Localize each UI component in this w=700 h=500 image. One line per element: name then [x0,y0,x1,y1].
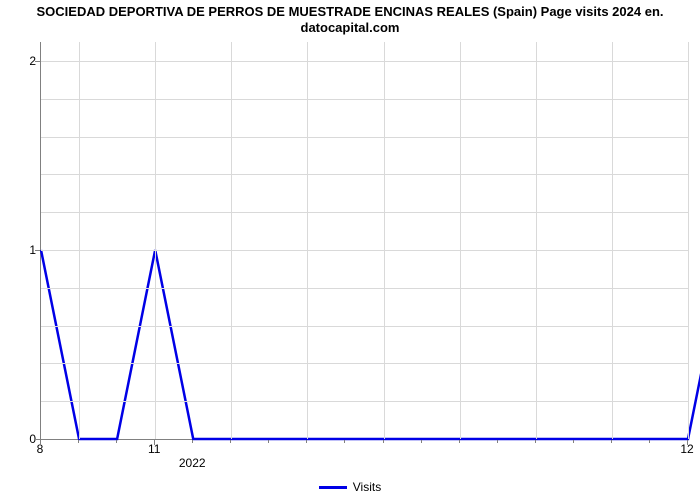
xtick-minor-mark [535,440,536,443]
legend-swatch [319,486,347,489]
xtick-minor-mark [306,440,307,443]
gridline-v [231,42,232,439]
gridline-h [41,288,688,289]
gridline-v [307,42,308,439]
gridline-h [41,326,688,327]
xtick-minor-mark [230,440,231,443]
gridline-h [41,174,688,175]
xtick-minor-mark [383,440,384,443]
gridline-h [41,137,688,138]
xtick-mark [687,440,688,445]
gridline-v [536,42,537,439]
title-line-1: SOCIEDAD DEPORTIVA DE PERROS DE MUESTRAD… [36,4,663,19]
xtick-minor-mark [116,440,117,443]
xtick-minor-mark [268,440,269,443]
xtick-minor-mark [573,440,574,443]
gridline-v [79,42,80,439]
line-series [41,42,688,439]
ytick-label: 1 [6,243,36,257]
gridline-v [384,42,385,439]
xtick-minor-mark [344,440,345,443]
ytick-mark [35,250,40,251]
ytick-label: 0 [6,432,36,446]
gridline-v [460,42,461,439]
gridline-v [688,42,689,439]
xtick-minor-mark [421,440,422,443]
ytick-label: 2 [6,54,36,68]
chart-container: SOCIEDAD DEPORTIVA DE PERROS DE MUESTRAD… [0,0,700,500]
gridline-h [41,212,688,213]
gridline-v [612,42,613,439]
xtick-label-secondary: 2022 [179,456,206,470]
gridline-h [41,363,688,364]
gridline-h [41,250,688,251]
gridline-v [155,42,156,439]
legend: Visits [0,480,700,494]
legend-label: Visits [353,480,381,494]
gridline-h [41,99,688,100]
xtick-minor-mark [497,440,498,443]
chart-title: SOCIEDAD DEPORTIVA DE PERROS DE MUESTRAD… [0,4,700,37]
xtick-mark [40,440,41,445]
xtick-minor-mark [649,440,650,443]
plot-area [40,42,688,440]
gridline-h [41,401,688,402]
gridline-h [41,61,688,62]
xtick-minor-mark [78,440,79,443]
xtick-minor-mark [192,440,193,443]
title-line-2: datocapital.com [301,20,400,35]
xtick-minor-mark [459,440,460,443]
ytick-mark [35,61,40,62]
xtick-minor-mark [611,440,612,443]
xtick-mark [154,440,155,445]
